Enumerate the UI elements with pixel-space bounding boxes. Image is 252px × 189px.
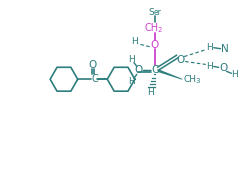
Text: C: C xyxy=(91,74,98,84)
Text: O: O xyxy=(150,40,159,50)
Text: H: H xyxy=(206,62,213,71)
Polygon shape xyxy=(158,69,182,80)
Text: H: H xyxy=(129,55,135,64)
Text: S: S xyxy=(149,8,154,17)
Text: 3: 3 xyxy=(196,78,200,84)
Text: O: O xyxy=(176,54,184,64)
Text: C: C xyxy=(151,65,158,75)
Text: O: O xyxy=(219,63,228,73)
Text: H: H xyxy=(132,37,138,46)
Text: N: N xyxy=(221,44,228,54)
Text: H: H xyxy=(129,77,135,86)
Text: CH: CH xyxy=(183,75,197,84)
Text: er: er xyxy=(153,8,162,17)
Text: CH: CH xyxy=(145,23,159,33)
Text: H: H xyxy=(231,70,238,79)
Text: H: H xyxy=(206,43,213,52)
Text: 2: 2 xyxy=(157,27,162,33)
Text: O: O xyxy=(135,65,143,75)
Text: O: O xyxy=(88,60,97,70)
Text: H: H xyxy=(147,88,154,97)
